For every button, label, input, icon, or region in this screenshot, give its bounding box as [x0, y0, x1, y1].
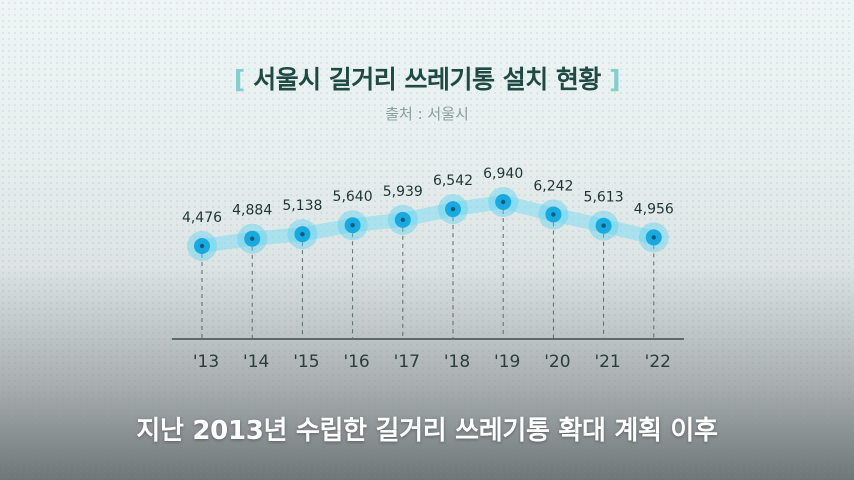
data-label: 6,940 — [483, 166, 523, 182]
x-tick-label: '20 — [544, 352, 570, 372]
series-line — [195, 195, 661, 253]
data-label: 4,884 — [232, 203, 272, 219]
data-point-center — [601, 223, 606, 228]
data-point-center — [300, 231, 305, 237]
data-label: 4,476 — [182, 210, 222, 226]
data-point-center — [651, 235, 656, 240]
data-point-center — [400, 217, 405, 223]
chart-title: [ 서울시 길거리 쓰레기통 설치 현황 ] — [0, 60, 854, 96]
data-label: 5,138 — [282, 198, 322, 214]
data-point-center — [551, 212, 556, 217]
data-label: 5,640 — [333, 189, 373, 205]
x-tick-label: '14 — [243, 352, 269, 372]
x-tick-label: '13 — [193, 352, 219, 372]
x-tick-label: '22 — [645, 352, 671, 372]
data-point-center — [501, 199, 506, 205]
data-label: 6,542 — [433, 173, 473, 189]
data-point-center — [199, 243, 205, 249]
title-bracket-left: [ — [233, 65, 245, 94]
x-tick-label: '19 — [494, 352, 520, 372]
subtitle-caption: 지난 2013년 수립한 길거리 쓰레기통 확대 계획 이후 — [136, 416, 718, 446]
x-tick-label: '15 — [293, 352, 319, 372]
x-tick-label: '16 — [343, 352, 369, 372]
data-point-center — [250, 236, 255, 241]
data-label: 5,939 — [383, 184, 423, 200]
title-bracket-right: ] — [609, 65, 621, 94]
title-text: 서울시 길거리 쓰레기통 설치 현황 — [253, 65, 601, 94]
data-point-center — [450, 206, 456, 212]
source-label: 출처 : 서울시 — [385, 105, 469, 123]
data-label: 4,956 — [634, 201, 674, 217]
x-tick-label: '18 — [444, 352, 470, 372]
data-point-center — [350, 223, 355, 228]
x-tick-label: '21 — [594, 352, 620, 372]
x-tick-label: '17 — [394, 352, 420, 372]
data-label: 5,613 — [584, 190, 624, 206]
data-label: 6,242 — [533, 178, 573, 194]
